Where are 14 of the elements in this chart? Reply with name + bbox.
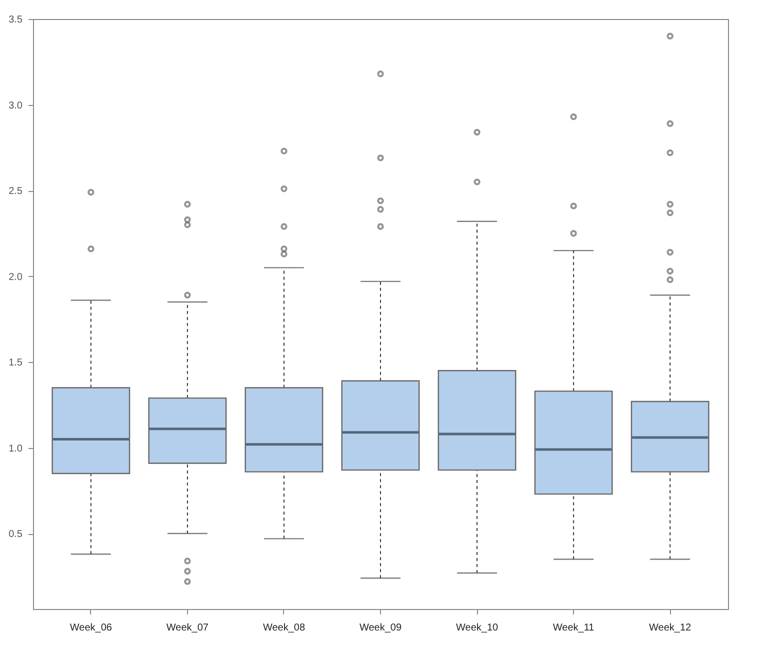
x-tick-label: Week_06 bbox=[70, 622, 112, 634]
y-tick-label: 3.5 bbox=[8, 14, 23, 26]
y-tick-label: 2.0 bbox=[8, 272, 23, 283]
x-tick-label: Week_12 bbox=[649, 622, 692, 634]
x-tick-label: Week_07 bbox=[166, 622, 209, 634]
x-tick-label: Week_11 bbox=[552, 622, 595, 634]
x-tick-label: Week_08 bbox=[262, 622, 306, 634]
y-tick-label: 1.0 bbox=[8, 443, 23, 454]
y-tick-label: 2.5 bbox=[8, 186, 23, 198]
y-tick-label: 0.5 bbox=[8, 529, 23, 540]
y-tick-label: 1.5 bbox=[8, 358, 23, 369]
x-tick-label: Week_10 bbox=[456, 622, 498, 634]
y-tick-label: 3.0 bbox=[8, 100, 23, 112]
x-tick-label: Week_09 bbox=[359, 622, 402, 634]
